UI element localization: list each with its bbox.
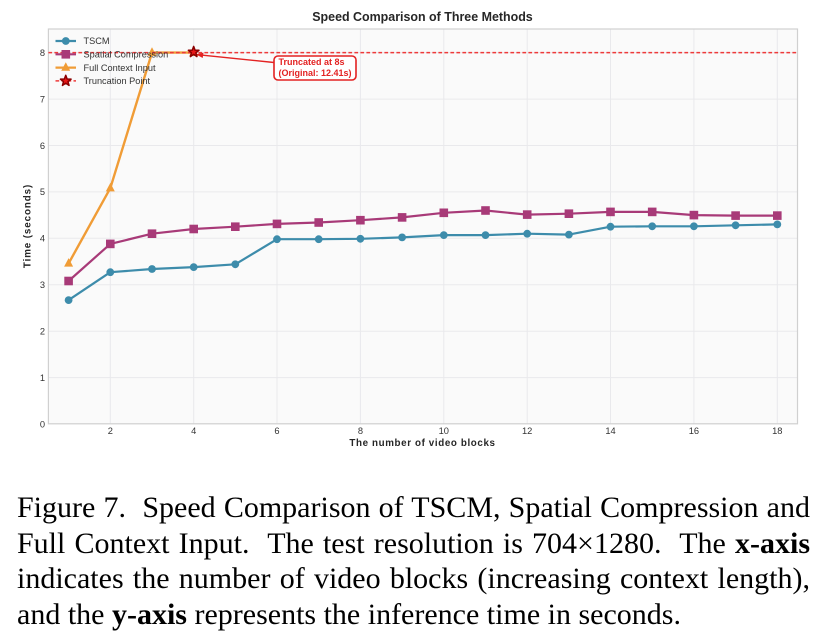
svg-text:Time (seconds): Time (seconds) [23,184,34,268]
svg-text:8: 8 [40,48,45,58]
svg-text:8: 8 [358,426,363,436]
svg-text:The number of video blocks: The number of video blocks [349,438,495,449]
svg-text:18: 18 [772,426,782,436]
svg-text:Full Context Input: Full Context Input [84,63,156,73]
svg-text:Truncation Point: Truncation Point [84,76,151,86]
svg-text:6: 6 [274,426,279,436]
svg-text:14: 14 [605,426,615,436]
svg-text:Spatial Compression: Spatial Compression [84,50,169,60]
svg-text:TSCM: TSCM [84,36,110,46]
svg-text:Speed Comparison of Three Meth: Speed Comparison of Three Methods [312,10,533,24]
svg-text:4: 4 [191,426,196,436]
svg-text:(Original: 12.41s): (Original: 12.41s) [279,68,352,78]
svg-text:12: 12 [522,426,532,436]
svg-text:Truncated at 8s: Truncated at 8s [279,57,345,67]
svg-text:1: 1 [40,373,45,383]
svg-text:3: 3 [40,280,45,290]
svg-text:2: 2 [108,426,113,436]
svg-text:7: 7 [40,94,45,104]
svg-text:5: 5 [40,187,45,197]
svg-text:10: 10 [439,426,449,436]
svg-text:2: 2 [40,327,45,337]
svg-text:4: 4 [40,234,45,244]
svg-text:0: 0 [40,419,45,429]
svg-text:6: 6 [40,141,45,151]
svg-text:16: 16 [689,426,699,436]
